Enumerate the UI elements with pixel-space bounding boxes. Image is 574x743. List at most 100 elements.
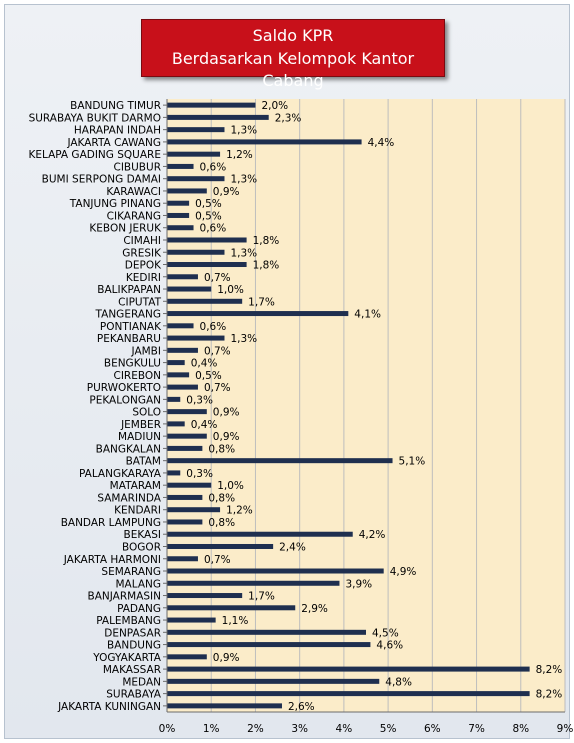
bar [167, 654, 207, 660]
value-label: 0,5% [195, 370, 222, 382]
category-label: KARAWACI [106, 186, 161, 198]
bar [167, 543, 274, 549]
bar [167, 274, 198, 280]
category-label: BANDUNG TIMUR [70, 100, 161, 112]
category-label: BENGKULU [104, 358, 161, 370]
category-label: PALANGKARAYA [79, 468, 162, 480]
category-label: BUMI SERPONG DAMAI [42, 174, 161, 186]
category-label: PEKANBARU [97, 333, 161, 345]
value-label: 0,7% [204, 554, 231, 566]
category-label: SURABAYA BUKIT DARMO [29, 112, 161, 124]
bar [167, 531, 353, 537]
category-label: BANGKALAN [96, 443, 161, 455]
value-label: 4,5% [372, 627, 399, 639]
bar [167, 507, 221, 513]
bar [167, 433, 207, 439]
category-label: KEBON JERUK [89, 223, 162, 235]
value-label: 0,9% [213, 407, 240, 419]
bar [167, 605, 296, 611]
value-label: 1,8% [253, 260, 280, 272]
category-label: DEPOK [125, 260, 162, 272]
category-label: PEKALONGAN [89, 394, 161, 406]
category-label: SOLO [132, 407, 161, 419]
value-label: 1,3% [230, 125, 257, 137]
value-label: 1,0% [217, 480, 244, 492]
value-label: 0,7% [204, 345, 231, 357]
bar [167, 372, 190, 378]
bar [167, 458, 393, 464]
value-label: 1,1% [222, 615, 249, 627]
category-label: MAKASSAR [103, 664, 161, 676]
bar [167, 286, 212, 292]
value-label: 0,7% [204, 272, 231, 284]
value-label: 0,9% [213, 186, 240, 198]
value-label: 0,6% [200, 161, 227, 173]
bar [167, 249, 225, 255]
category-label: GRESIK [122, 247, 162, 259]
value-label: 1,2% [226, 149, 253, 161]
bar [167, 409, 207, 415]
bar [167, 188, 207, 194]
value-label: 0,8% [208, 443, 235, 455]
category-label: MADIUN [118, 431, 161, 443]
x-tick-label: 8% [512, 723, 529, 735]
value-label: 0,9% [213, 652, 240, 664]
value-label: 0,5% [195, 210, 222, 222]
bar [167, 311, 349, 317]
bar [167, 519, 203, 525]
x-tick-label: 1% [203, 723, 220, 735]
bar [167, 580, 340, 586]
category-label: MALANG [115, 578, 161, 590]
bar [167, 482, 212, 488]
bar [167, 176, 225, 182]
x-tick-label: 5% [380, 723, 397, 735]
bar [167, 703, 282, 709]
category-label: MATARAM [110, 480, 161, 492]
bar [167, 384, 198, 390]
bar [167, 102, 256, 108]
bar [167, 163, 194, 169]
value-label: 1,2% [226, 505, 253, 517]
category-label: CIBUBUR [113, 161, 161, 173]
category-label: MEDAN [122, 676, 161, 688]
value-label: 4,9% [390, 566, 417, 578]
value-label: 0,5% [195, 198, 222, 210]
bar [167, 151, 221, 157]
bar [167, 139, 362, 145]
category-label: HARAPAN INDAH [74, 125, 161, 137]
bar [167, 666, 530, 672]
category-label: PURWOKERTO [87, 382, 161, 394]
bar [167, 556, 198, 562]
value-label: 1,7% [248, 296, 275, 308]
bar [167, 262, 247, 268]
value-label: 0,7% [204, 382, 231, 394]
value-label: 2,9% [301, 603, 328, 615]
category-label: TANGERANG [95, 309, 161, 321]
category-label: SURABAYA [106, 689, 162, 701]
value-label: 0,3% [186, 468, 213, 480]
value-label: 0,9% [213, 431, 240, 443]
value-label: 1,7% [248, 591, 275, 603]
bar [167, 237, 247, 243]
bar [167, 691, 530, 697]
value-label: 0,4% [191, 358, 218, 370]
bar [167, 323, 194, 329]
value-label: 1,3% [230, 333, 257, 345]
bar [167, 629, 366, 635]
value-label: 8,2% [536, 664, 563, 676]
category-label: PADANG [117, 603, 161, 615]
value-label: 0,8% [208, 492, 235, 504]
category-label: JAKARTA CAWANG [66, 137, 161, 149]
value-label: 4,8% [385, 676, 412, 688]
value-label: 1,3% [230, 247, 257, 259]
bar [167, 360, 185, 366]
value-label: 1,3% [230, 174, 257, 186]
category-label: BANDUNG [107, 640, 161, 652]
category-label: BEKASI [124, 529, 161, 541]
value-label: 8,2% [536, 689, 563, 701]
bar [167, 212, 190, 218]
bar [167, 568, 384, 574]
bar [167, 593, 243, 599]
x-tick-label: 6% [424, 723, 441, 735]
